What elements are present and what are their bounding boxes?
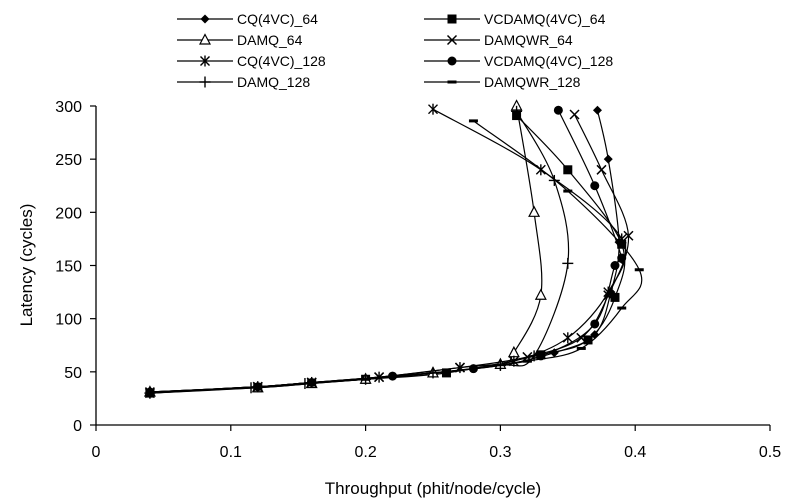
legend-marker <box>447 14 457 24</box>
y-tick-label: 100 <box>55 312 82 329</box>
data-point <box>623 230 634 241</box>
data-point <box>569 109 580 120</box>
x-tick-label: 0.3 <box>489 444 511 461</box>
x-tick-label: 0.1 <box>220 444 242 461</box>
x-tick-label: 0.2 <box>354 444 376 461</box>
y-axis-title: Latency (cycles) <box>17 204 36 327</box>
data-point <box>592 105 602 115</box>
legend-item: DAMQ_64 <box>177 32 303 48</box>
y-tick-label: 200 <box>55 205 82 222</box>
data-point <box>361 377 371 381</box>
y-tick-label: 0 <box>73 418 82 435</box>
data-point <box>528 205 541 217</box>
data-point <box>576 346 586 350</box>
legend-item: DAMQWR_128 <box>424 74 581 90</box>
legend-label: VCDAMQ(4VC)_128 <box>484 53 613 69</box>
data-point <box>590 181 600 191</box>
data-point <box>388 371 398 381</box>
series-layer <box>143 99 644 399</box>
legend-label: CQ(4VC)_64 <box>237 11 318 27</box>
data-point <box>610 261 620 270</box>
legend-item: CQ(4VC)_64 <box>177 11 318 27</box>
data-point <box>634 268 644 272</box>
data-point <box>617 253 627 263</box>
legend-marker <box>199 33 211 45</box>
data-point <box>507 345 520 358</box>
legend-item: VCDAMQ(4VC)_128 <box>424 53 613 69</box>
legend-marker <box>199 76 211 88</box>
data-point <box>596 164 607 175</box>
data-point <box>590 319 600 329</box>
legend-item: CQ(4VC)_128 <box>177 53 326 69</box>
x-tick-label: 0.5 <box>759 444 781 461</box>
legend-label: VCDAMQ(4VC)_64 <box>484 11 606 27</box>
data-point <box>583 335 593 345</box>
data-point <box>563 165 573 175</box>
series-line <box>149 105 543 393</box>
legend-marker <box>200 14 210 24</box>
data-point <box>610 292 620 302</box>
series-damqwr-128 <box>145 119 644 394</box>
data-point <box>576 332 587 343</box>
data-point <box>563 189 573 193</box>
legend-label: DAMQ_128 <box>237 74 310 90</box>
legend-item: VCDAMQ(4VC)_64 <box>424 11 606 27</box>
data-point <box>603 154 613 164</box>
y-tick-label: 250 <box>55 152 82 169</box>
data-point <box>534 288 547 300</box>
data-point <box>468 119 478 123</box>
x-axis-title: Throughput (phit/node/cycle) <box>325 479 541 498</box>
data-point <box>617 306 627 310</box>
series-line <box>149 114 630 393</box>
legend-label: DAMQWR_128 <box>484 74 581 90</box>
legend-label: CQ(4VC)_128 <box>237 53 326 69</box>
legend-label: DAMQWR_64 <box>484 32 573 48</box>
data-point <box>553 105 563 115</box>
y-tick-label: 150 <box>55 259 82 276</box>
series-line <box>149 111 570 394</box>
data-point <box>428 103 438 115</box>
y-tick-label: 300 <box>55 99 82 116</box>
legend-item: DAMQWR_64 <box>424 32 573 48</box>
legend-marker <box>447 80 457 84</box>
data-point <box>441 370 451 374</box>
data-point <box>562 332 573 344</box>
series-damq-64 <box>143 99 547 397</box>
x-tick-label: 0 <box>92 444 101 461</box>
legend-marker <box>446 34 458 46</box>
data-point <box>307 380 317 384</box>
data-point <box>536 351 546 361</box>
data-point <box>562 257 574 269</box>
data-point <box>522 359 532 363</box>
x-tick-label: 0.4 <box>624 444 646 461</box>
legend-item: DAMQ_128 <box>177 74 310 90</box>
legend-label: DAMQ_64 <box>237 32 303 48</box>
data-point <box>253 385 263 389</box>
data-point <box>511 105 523 117</box>
axes: 0 50 100 150 200 250 300 0 0.1 0.2 0.3 0.4 0.5 <box>55 99 781 461</box>
data-point <box>145 390 155 394</box>
series-line <box>149 110 620 393</box>
legend-marker <box>200 55 210 67</box>
series-damqwr-64 <box>144 109 634 398</box>
legend: CQ(4VC)_64 VCDAMQ(4VC)_64 DAMQ_64 DAMQWR_64… <box>177 11 613 90</box>
y-tick-label: 50 <box>64 365 82 382</box>
legend-marker <box>447 56 457 66</box>
